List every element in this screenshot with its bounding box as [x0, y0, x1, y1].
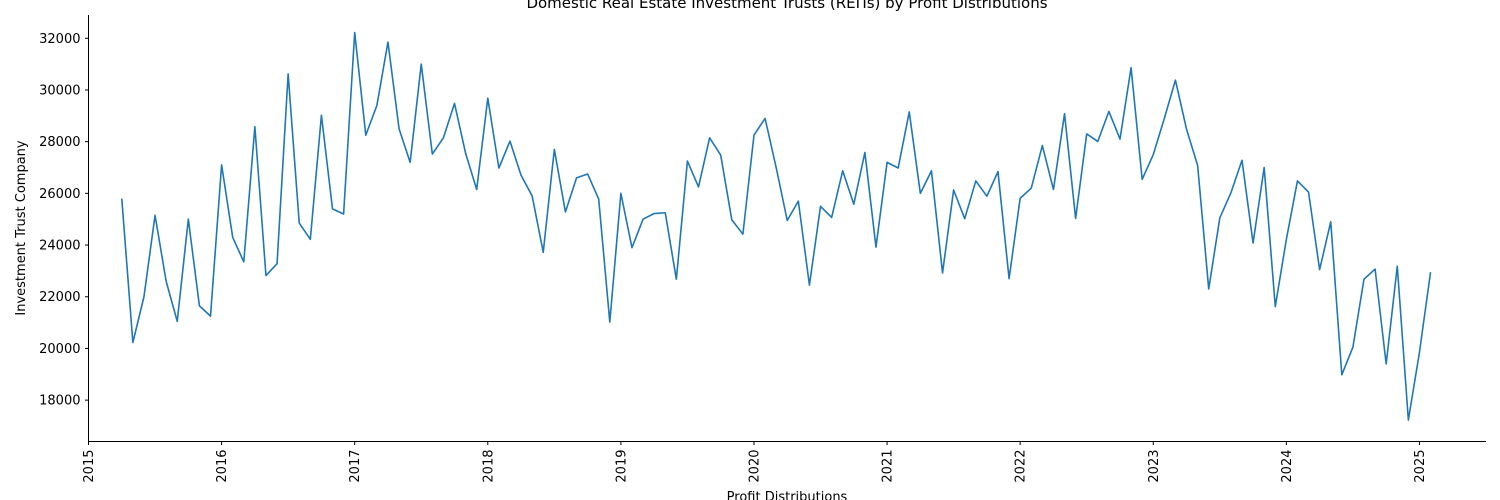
- x-tick-label: 2016: [215, 450, 230, 483]
- y-axis-label: Investment Trust Company: [14, 140, 29, 316]
- y-tick-label: 20000: [39, 342, 80, 357]
- x-tick-label: 2015: [82, 450, 97, 483]
- x-tick-label: 2024: [1280, 450, 1295, 483]
- y-tick-label: 18000: [39, 394, 80, 409]
- chart-title: Domestic Real Estate Investment Trusts (…: [526, 0, 1047, 12]
- x-tick-label: 2020: [747, 450, 762, 483]
- y-tick-label: 32000: [39, 32, 80, 47]
- y-tick-label: 28000: [39, 135, 80, 150]
- y-axis-ticks: 18000 20000 22000 24000 26000 28000 30000 32000: [39, 32, 89, 409]
- x-tick-label: 2017: [348, 450, 363, 483]
- y-tick-label: 24000: [39, 239, 80, 254]
- x-tick-label: 2018: [481, 450, 496, 483]
- y-tick-label: 30000: [39, 83, 80, 98]
- x-tick-label: 2019: [614, 450, 629, 483]
- x-axis-ticks: 2015 2016 2017 2018 2019 2020 2021 2022 2023 2024…: [82, 441, 1428, 483]
- x-tick-label: 2022: [1014, 450, 1029, 483]
- plot-area: [120, 31, 1432, 421]
- y-tick-label: 22000: [39, 290, 80, 305]
- x-axis-label: Profit Distributions: [727, 490, 848, 500]
- x-tick-label: 2025: [1413, 450, 1428, 483]
- x-tick-label: 2021: [881, 450, 896, 483]
- y-tick-label: 26000: [39, 187, 80, 202]
- series-line: [120, 31, 1432, 421]
- x-tick-label: 2023: [1147, 450, 1162, 483]
